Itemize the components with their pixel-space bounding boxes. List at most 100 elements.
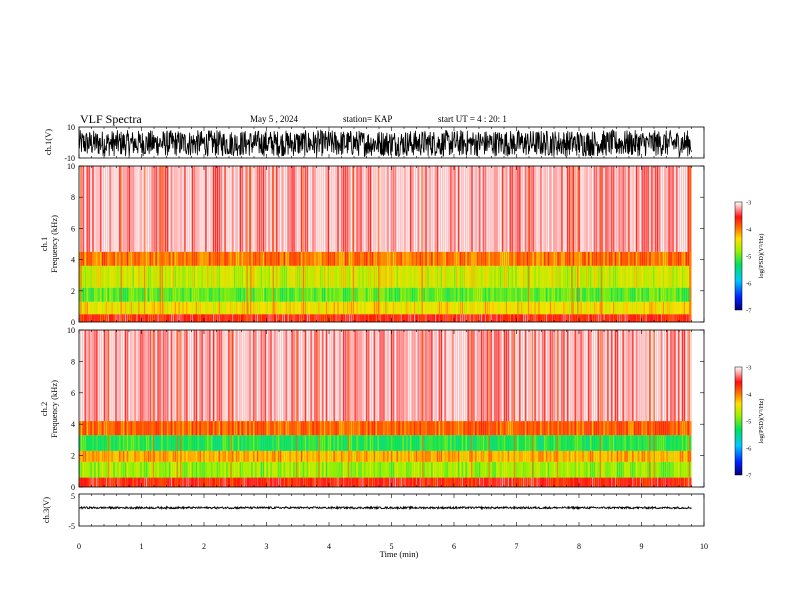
spectrogram-streak: [440, 477, 442, 487]
spectrogram-streak: [406, 330, 408, 422]
y-tick-label: 8: [71, 193, 75, 202]
spectrogram-streak: [681, 330, 684, 422]
spectrogram-streak: [105, 251, 107, 266]
spectrogram-streak: [473, 421, 475, 436]
spectrogram-streak: [431, 461, 433, 478]
spectrogram-streak: [115, 251, 117, 266]
spectrogram-streak: [306, 461, 308, 478]
spectrogram-streak: [103, 166, 106, 252]
spectrogram-streak: [618, 421, 620, 436]
spectrogram-streak: [243, 251, 245, 266]
spectrogram-streak: [415, 301, 418, 315]
spectrogram-streak: [178, 314, 180, 322]
spectrogram-streak: [289, 251, 291, 266]
spectrogram-streak: [230, 166, 232, 252]
spectrogram-streak: [130, 287, 132, 302]
spectrogram-streak: [188, 265, 190, 288]
spectrogram-streak: [115, 461, 117, 478]
spectrogram-streak: [132, 251, 134, 266]
spectrogram-streak: [511, 314, 513, 322]
spectrogram-streak: [463, 330, 465, 422]
spectrogram-streak: [685, 314, 687, 322]
spectrogram-streak: [167, 287, 169, 302]
spectrogram-streak: [482, 287, 485, 302]
spectrogram-streak: [184, 314, 186, 322]
spectrogram-streak: [565, 477, 567, 487]
spectrogram-streak: [387, 166, 389, 252]
spectrogram-streak: [634, 330, 636, 422]
spectrogram-streak: [201, 450, 203, 462]
spectrogram-streak: [469, 166, 471, 252]
spectrogram-streak: [348, 477, 351, 487]
spectrogram-streak: [249, 330, 251, 422]
spectrogram-streak: [339, 251, 341, 266]
spectrogram-streak: [634, 477, 636, 487]
spectrogram-streak: [549, 450, 552, 462]
spectrogram-streak: [301, 265, 303, 288]
spectrogram-streak: [655, 166, 657, 252]
spectrogram-streak: [417, 301, 419, 315]
spectrogram-streak: [572, 314, 574, 322]
spectrogram-streak: [471, 166, 473, 252]
spectrogram-streak: [456, 166, 458, 252]
spectrogram-streak: [345, 477, 347, 487]
spectrogram-streak: [312, 330, 314, 422]
spectrogram-streak: [549, 461, 552, 478]
spectrogram-streak: [509, 461, 511, 478]
spectrogram-streak: [100, 166, 102, 252]
spectrogram-streak: [285, 265, 287, 288]
spectrogram-streak: [276, 435, 278, 451]
spectrogram-streak: [643, 421, 645, 436]
spectrogram-streak: [431, 265, 433, 288]
spectrogram-streak: [291, 421, 293, 436]
spectrogram-streak: [260, 287, 262, 302]
spectrogram-streak: [362, 314, 364, 322]
station-label: station= KAP: [343, 114, 392, 124]
spectrogram-streak: [438, 251, 440, 266]
spectrogram-streak: [124, 421, 127, 436]
spectrogram-streak: [205, 435, 207, 451]
spectrogram-streak: [366, 477, 368, 487]
spectrogram-streak: [109, 450, 111, 462]
spectrogram-streak: [463, 314, 465, 322]
spectrogram-streak: [184, 166, 186, 252]
spectrogram-streak: [180, 301, 182, 315]
spectrogram-streak: [82, 450, 84, 462]
spectrogram-streak: [517, 435, 519, 451]
spectrogram-streak: [599, 265, 601, 288]
spectrogram-streak: [678, 330, 680, 422]
spectrogram-streak: [634, 450, 636, 462]
spectrogram-streak: [327, 265, 329, 288]
spectrogram-streak: [651, 435, 653, 451]
spectrogram-streak: [525, 461, 527, 478]
spectrogram-spike: [653, 330, 655, 487]
spectrogram-streak: [245, 287, 247, 302]
spectrogram-streak: [496, 435, 498, 451]
spectrogram-streak: [348, 461, 351, 478]
spectrogram-streak: [555, 435, 557, 451]
spectrogram-streak: [396, 301, 398, 315]
spectrogram-streak: [232, 251, 234, 266]
spectrogram-streak: [211, 330, 213, 422]
spectrogram-streak: [90, 314, 92, 322]
spectrogram-streak: [163, 450, 165, 462]
spectrogram-streak: [134, 421, 136, 436]
spectrogram-streak: [289, 314, 291, 322]
spectrogram-streak: [549, 330, 552, 422]
spectrogram-streak: [668, 287, 670, 302]
spectrogram-streak: [624, 461, 626, 478]
spectrogram-streak: [436, 314, 439, 322]
spectrogram-streak: [563, 461, 565, 478]
spectrogram-streak: [446, 251, 448, 266]
spectrogram-streak: [532, 314, 534, 322]
spectrogram-streak: [505, 314, 507, 322]
spectrogram-streak: [260, 166, 262, 252]
spectrogram-streak: [352, 450, 354, 462]
spectrogram-streak: [80, 450, 83, 462]
spectrogram-streak: [528, 287, 530, 302]
spectrogram-streak: [530, 265, 532, 288]
spectrogram-streak: [593, 435, 596, 451]
spectrogram-streak: [404, 287, 406, 302]
spectrogram-streak: [590, 330, 592, 422]
spectrogram-streak: [80, 477, 83, 487]
